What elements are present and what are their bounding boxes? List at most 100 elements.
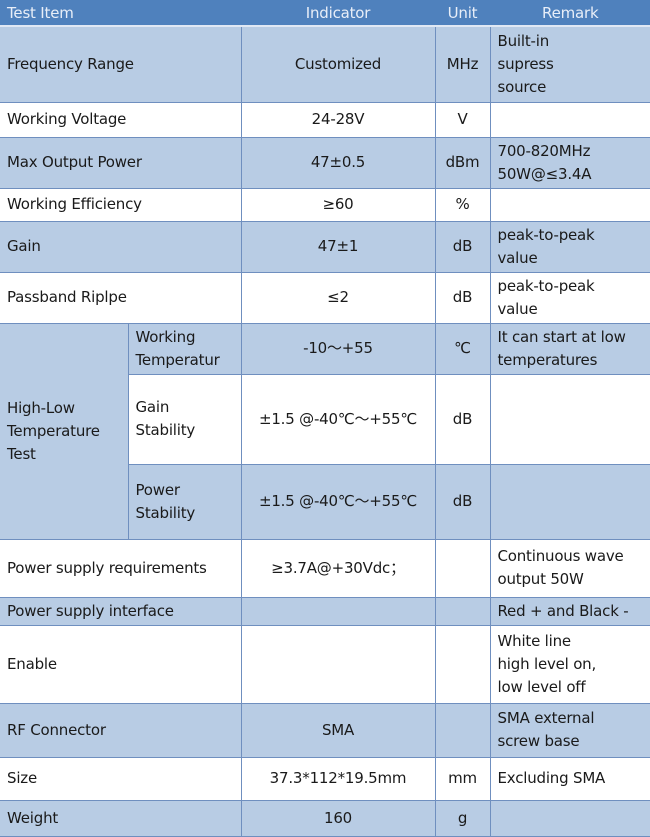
remark-cell: Built-in supress source: [489, 25, 650, 103]
indicator-cell: ≤2: [240, 271, 436, 324]
table-row: Frequency Range Customized MHz Built-in supr…: [0, 25, 650, 103]
indicator-cell: -10～+55: [240, 322, 436, 375]
header-unit: Unit: [434, 0, 491, 27]
unit-cell: g: [434, 799, 491, 837]
header-indicator: Indicator: [240, 0, 436, 27]
remark-cell: [489, 799, 650, 837]
header-remark: Remark: [489, 0, 650, 27]
temp-group-label-line: Test: [7, 444, 36, 463]
remark-cell: [489, 463, 650, 540]
unit-cell: dB: [434, 373, 491, 465]
remark-cell-line: It can start at low: [497, 327, 626, 346]
table-row: Max Output Power 47±0.5 dBm 700-820MHz 50W@≤…: [0, 136, 650, 189]
item-cell: Passband Riplpe: [0, 271, 242, 324]
remark-cell: Red + and Black -: [489, 596, 650, 626]
remark-cell-line: supress: [497, 54, 554, 73]
remark-cell-line: Continuous wave: [497, 547, 624, 565]
remark-cell: [489, 101, 650, 138]
remark-cell-line: temperatures: [497, 350, 598, 369]
unit-cell: [434, 596, 491, 626]
table-row: Gain 47±1 dB peak-to-peak value: [0, 220, 650, 273]
remark-cell-line: value: [497, 299, 538, 318]
item-cell: Max Output Power: [0, 136, 242, 189]
remark-cell-line: Red + and Black -: [497, 601, 629, 620]
remark-cell: [489, 373, 650, 465]
indicator-cell: 37.3*112*19.5mm: [240, 756, 436, 801]
table-row: Gain Stability ±1.5 @-40℃～+55℃ dB: [0, 373, 650, 465]
item-cell: Power supply interface: [0, 596, 242, 626]
table-row: Power supply requirements ≥3.7A@+30Vdc； Co…: [0, 538, 650, 598]
remark-cell: Continuous wave output 50W: [489, 538, 650, 598]
table-row: Size 37.3*112*19.5mm mm Excluding SMA: [0, 756, 650, 801]
unit-cell: dB: [434, 220, 491, 273]
item-cell: Working Efficiency: [0, 187, 242, 222]
remark-cell-line: Built-in: [497, 31, 550, 50]
item-cell: RF Connector: [0, 702, 242, 758]
unit-cell: [434, 624, 491, 704]
table-row: Working Voltage 24-28V V: [0, 101, 650, 138]
temp-group-label: High-Low Temperature Test: [0, 322, 129, 540]
remark-cell: peak-to-peak value: [489, 220, 650, 273]
remark-cell-line: Excluding SMA: [497, 769, 606, 787]
item-cell: Enable: [0, 624, 242, 704]
remark-cell-line: peak-to-peak: [497, 225, 595, 244]
sub-item-cell-line: Stability: [135, 503, 196, 522]
remark-cell: It can start at low temperatures: [489, 322, 650, 375]
remark-cell-line: screw base: [497, 732, 580, 750]
remark-cell: 700-820MHz 50W@≤3.4A: [489, 136, 650, 189]
unit-cell: [434, 702, 491, 758]
remark-cell-line: 50W@≤3.4A: [497, 164, 592, 183]
item-cell: Weight: [0, 799, 242, 837]
unit-cell: MHz: [434, 25, 491, 103]
item-cell: Power supply requirements: [0, 538, 242, 598]
sub-item-cell-line: Temperatur: [135, 350, 220, 369]
table-row: Enable White line high level on, low level …: [0, 624, 650, 704]
unit-cell: dBm: [434, 136, 491, 189]
indicator-cell: 160: [240, 799, 436, 837]
indicator-cell: ±1.5 @-40℃～+55℃: [240, 463, 436, 540]
indicator-cell: 47±0.5: [240, 136, 436, 189]
indicator-cell: 47±1: [240, 220, 436, 273]
indicator-cell: SMA: [240, 702, 436, 758]
indicator-cell: [240, 596, 436, 626]
table-row: RF Connector SMA SMA external screw base: [0, 702, 650, 758]
header-test-item: Test Item: [0, 0, 242, 27]
unit-cell: [434, 538, 491, 598]
remark-cell-line: value: [497, 248, 538, 267]
unit-cell: ℃: [434, 322, 491, 375]
item-cell: Working Voltage: [0, 101, 242, 138]
unit-cell: mm: [434, 756, 491, 801]
table-row: Passband Riplpe ≤2 dB peak-to-peak value: [0, 271, 650, 324]
unit-cell: dB: [434, 463, 491, 540]
temp-group-label-line: Temperature: [7, 421, 100, 440]
sub-item-cell: Working Temperatur: [127, 322, 242, 375]
header-row: Test Item Indicator Unit Remark: [0, 0, 650, 27]
item-cell: Frequency Range: [0, 25, 242, 103]
remark-cell-line: source: [497, 77, 547, 96]
indicator-cell: Customized: [240, 25, 436, 103]
sub-item-cell-line: Gain: [135, 398, 170, 416]
unit-cell: %: [434, 187, 491, 222]
sub-item-cell: Gain Stability: [127, 373, 242, 465]
unit-cell: dB: [434, 271, 491, 324]
remark-cell-line: peak-to-peak: [497, 276, 595, 295]
sub-item-cell-line: Stability: [135, 421, 196, 439]
remark-cell-line: SMA external: [497, 709, 595, 727]
indicator-cell: ±1.5 @-40℃～+55℃: [240, 373, 436, 465]
indicator-cell: ≥60: [240, 187, 436, 222]
remark-cell-line: low level off: [497, 677, 586, 696]
sub-item-cell-line: Working: [135, 327, 196, 346]
unit-cell: V: [434, 101, 491, 138]
item-cell: Size: [0, 756, 242, 801]
indicator-cell: [240, 624, 436, 704]
sub-item-cell-line: Power: [135, 480, 181, 499]
table-row: High-Low Temperature Test Working Temperatur…: [0, 322, 650, 540]
indicator-cell: ≥3.7A@+30Vdc；: [240, 538, 436, 598]
remark-cell-line: 700-820MHz: [497, 141, 591, 160]
remark-cell: Excluding SMA: [489, 756, 650, 801]
item-cell: Gain: [0, 220, 242, 273]
table-row: Weight 160 g: [0, 799, 650, 837]
remark-cell-line: output 50W: [497, 570, 584, 588]
remark-cell-line: high level on,: [497, 654, 597, 673]
